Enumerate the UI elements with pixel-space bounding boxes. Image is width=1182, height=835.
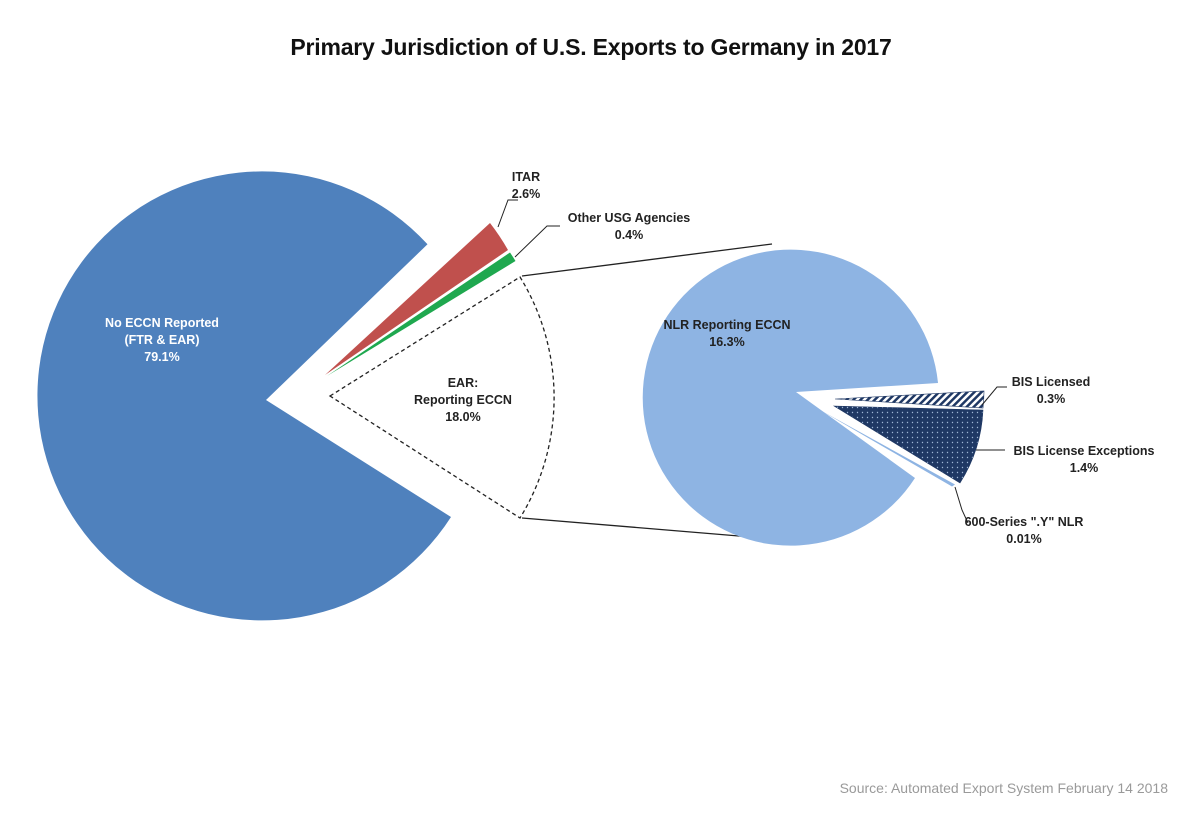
leader-line-itar [497,199,518,228]
data-label-600-series-y-nlr-line: 600-Series ".Y" NLR [965,515,1084,529]
data-label-other-usg: Other USG Agencies 0.4% [568,211,691,242]
data-label-ear-reporting-eccn-line: Reporting ECCN [414,393,512,407]
pie-slice-itar [325,223,508,375]
pie-slice-600-series-y-nlr [820,410,955,487]
data-label-600-series-y-nlr-line: 0.01% [1006,532,1041,546]
data-label-no-eccn-line: 79.1% [144,350,179,364]
data-label-itar-line: ITAR [512,170,540,184]
chart-title: Primary Jurisdiction of U.S. Exports to … [290,34,892,60]
data-label-ear-reporting-eccn: EAR: Reporting ECCN 18.0% [414,376,512,424]
data-label-nlr-reporting-eccn-line: 16.3% [709,335,744,349]
leader-line-other-usg [514,225,560,258]
connector-line-bottom [521,517,776,540]
data-label-nlr-reporting-eccn-line: NLR Reporting ECCN [663,318,790,332]
pie-slice-bis-license-exceptions [832,405,984,484]
pie-slice-bis-licensed [834,390,985,409]
data-label-bis-license-exceptions-line: BIS License Exceptions [1013,444,1154,458]
data-label-other-usg-line: 0.4% [615,228,644,242]
data-label-nlr-reporting-eccn: NLR Reporting ECCN 16.3% [663,318,790,349]
data-label-bis-licensed-line: BIS Licensed [1012,375,1091,389]
source-note: Source: Automated Export System February… [839,780,1168,796]
data-label-ear-reporting-eccn-line: EAR: [448,376,479,390]
leader-line-600-series [954,486,969,524]
pie-slice-other-usg [327,252,516,376]
data-label-bis-licensed: BIS Licensed 0.3% [1012,375,1091,406]
pie-slice-nlr-reporting-eccn [642,249,938,546]
leader-line-bis-licensed [981,386,1007,406]
data-label-ear-reporting-eccn-line: 18.0% [445,410,480,424]
data-label-bis-license-exceptions-line: 1.4% [1070,461,1099,475]
data-label-no-eccn-line: No ECCN Reported [105,316,219,330]
data-label-bis-license-exceptions: BIS License Exceptions 1.4% [1013,444,1154,475]
connector-line-top [521,243,773,277]
data-label-no-eccn: No ECCN Reported (FTR & EAR) 79.1% [105,316,219,364]
data-label-itar-line: 2.6% [512,187,541,201]
data-label-no-eccn-line: (FTR & EAR) [125,333,200,347]
pie-slice-no-eccn [37,171,452,621]
data-label-itar: ITAR 2.6% [512,170,541,201]
pie-slice-ear-reporting-eccn [328,276,555,519]
data-label-600-series-y-nlr: 600-Series ".Y" NLR 0.01% [965,515,1084,546]
data-label-other-usg-line: Other USG Agencies [568,211,691,225]
data-label-bis-licensed-line: 0.3% [1037,392,1066,406]
